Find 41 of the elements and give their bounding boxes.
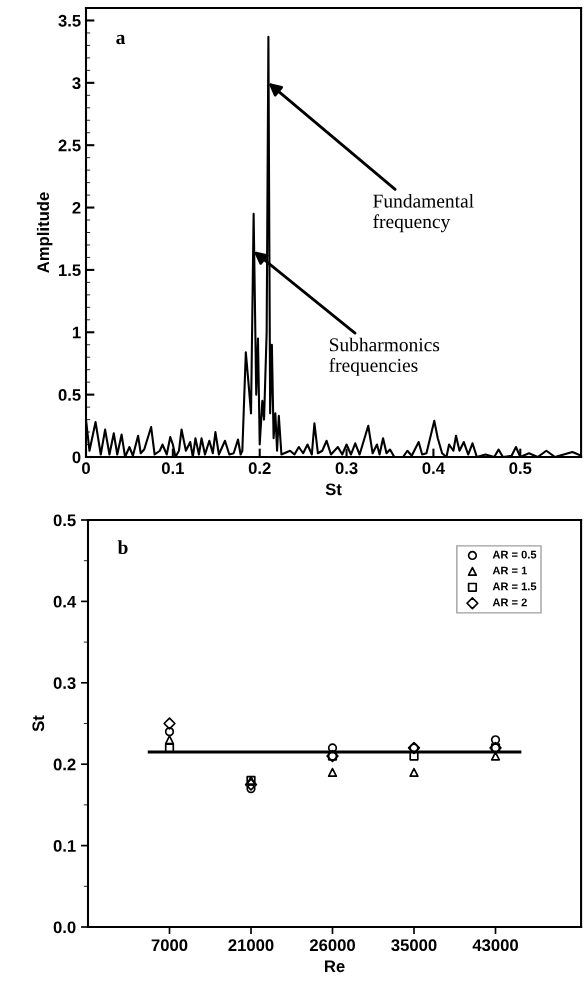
y-tick-label: 2 xyxy=(72,201,81,214)
x-tick-label: 0.5 xyxy=(509,462,532,475)
x-tick-label: 0.4 xyxy=(422,462,445,475)
point xyxy=(164,735,175,745)
legend-label: AR = 2 xyxy=(492,598,527,607)
annotation: a xyxy=(116,34,126,45)
y-tick-label: 0.2 xyxy=(53,758,76,771)
y-tick-label: 1.5 xyxy=(59,264,81,277)
y-tick-label: 1 xyxy=(72,326,81,339)
y-axis-title: Amplitude xyxy=(36,192,53,273)
y-tick-label: 3.5 xyxy=(58,14,81,27)
y-tick-label: 0 xyxy=(72,451,81,464)
y-tick-label: 0.5 xyxy=(58,389,81,401)
y-tick-label: 0.0 xyxy=(53,921,76,934)
x-tick-label: 7000 xyxy=(151,939,188,952)
x-tick-label: 43000 xyxy=(472,939,518,952)
x-tick-label: 0.1 xyxy=(161,462,184,475)
x-tick-label: 21000 xyxy=(228,939,274,952)
y-tick-label: 0.1 xyxy=(53,840,76,852)
point xyxy=(327,767,338,777)
annotation: Subharmonics frequencies xyxy=(329,337,440,376)
point xyxy=(409,767,419,777)
y-axis-title: St xyxy=(32,715,45,732)
x-tick-label: 0.3 xyxy=(335,462,358,475)
annotation: Fundamental frequency xyxy=(373,193,474,233)
y-tick-label: 0.3 xyxy=(53,677,76,690)
x-tick-label: 26000 xyxy=(309,939,355,952)
x-tick-label: 35000 xyxy=(391,939,437,952)
annotation: b xyxy=(117,540,128,555)
legend-label: AR = 1.5 xyxy=(492,582,537,591)
legend-label: AR = 0.5 xyxy=(492,550,537,559)
x-axis-title: Re xyxy=(325,960,345,973)
y-tick-label: 3 xyxy=(72,77,81,90)
x-axis-title: St xyxy=(325,483,342,496)
x-tick-label: 0.2 xyxy=(248,462,271,475)
y-tick-label: 2.5 xyxy=(58,139,81,152)
y-tick-label: 0.4 xyxy=(53,595,77,608)
y-tick-label: 0.5 xyxy=(53,514,76,527)
legend-label: AR = 1 xyxy=(492,566,527,575)
point xyxy=(163,717,176,730)
x-tick-label: 0 xyxy=(82,462,90,475)
